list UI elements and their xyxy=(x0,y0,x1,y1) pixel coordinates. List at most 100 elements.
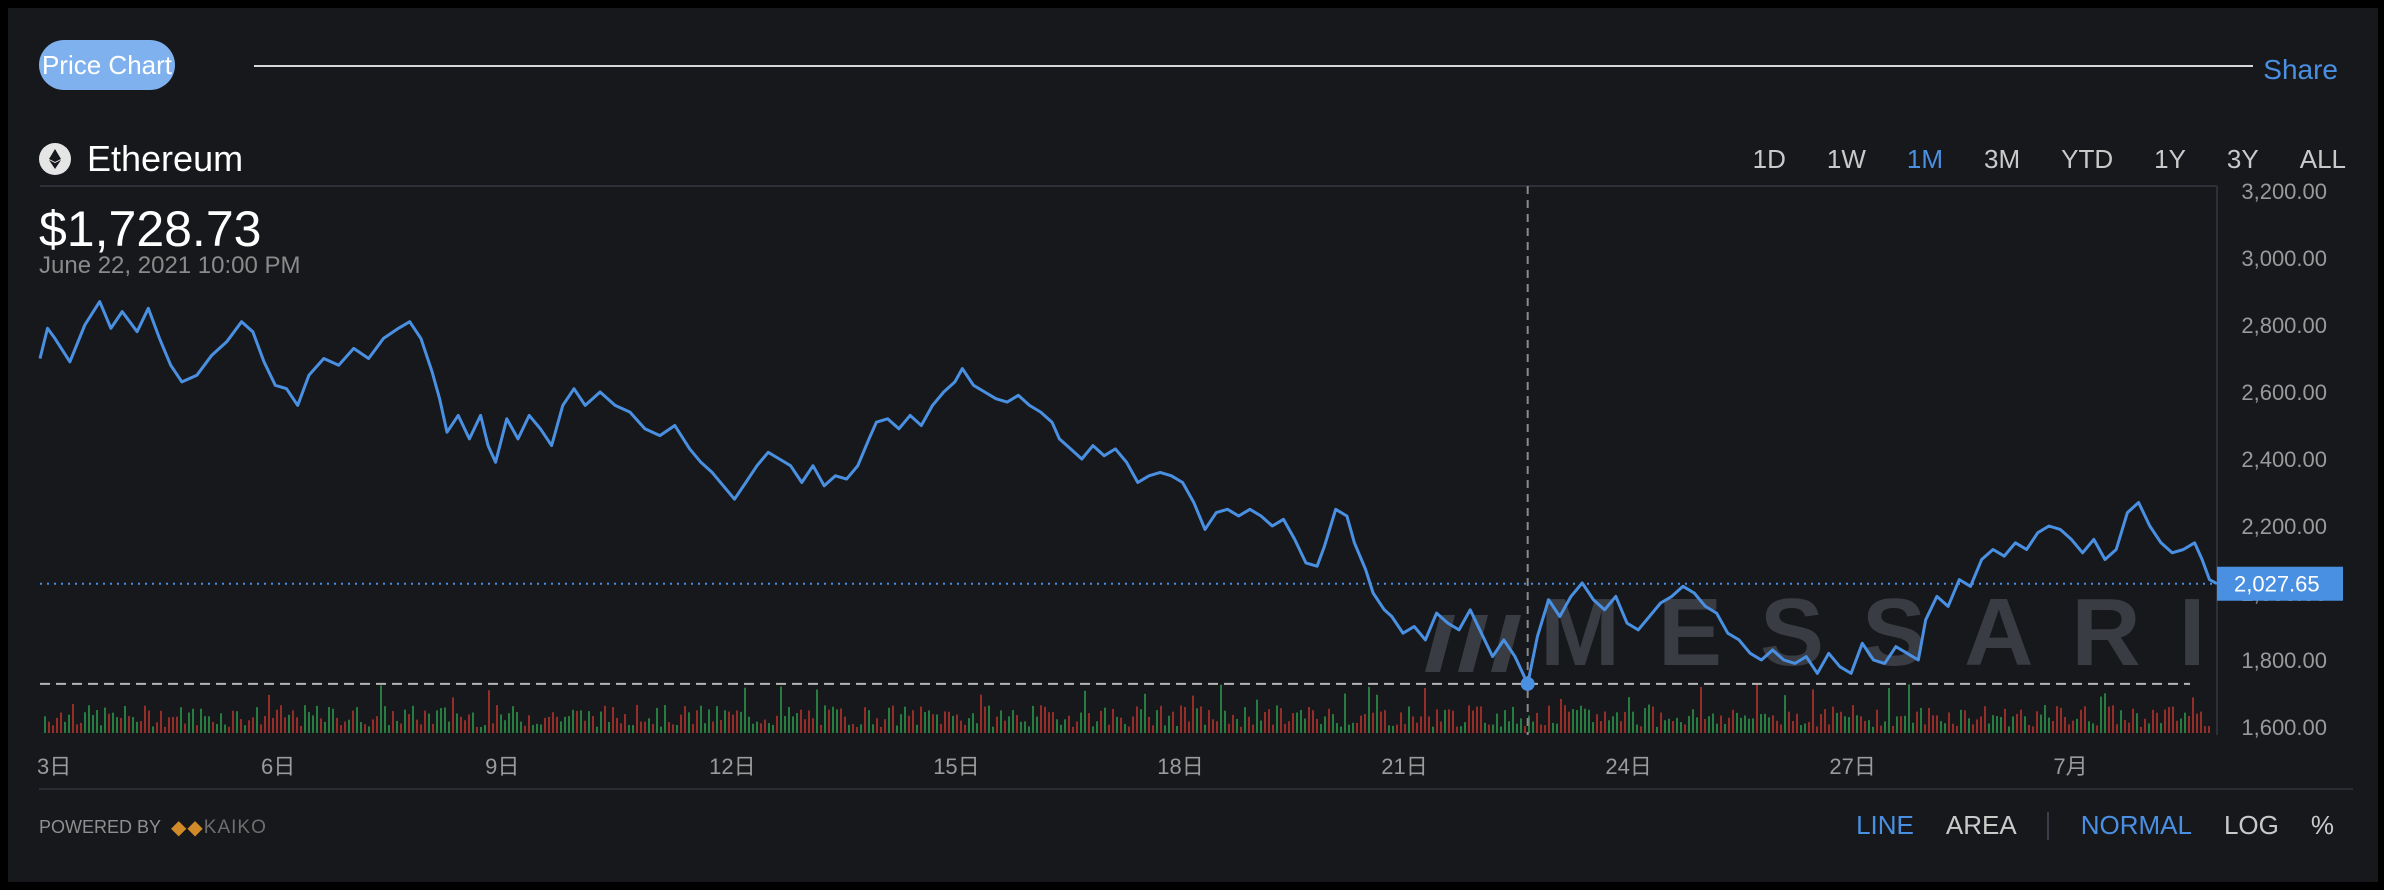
volume-bar xyxy=(300,725,302,733)
volume-bar xyxy=(1516,723,1518,733)
scale-log[interactable]: LOG xyxy=(2223,810,2279,840)
volume-bar xyxy=(2080,709,2082,733)
range-ytd[interactable]: YTD xyxy=(2061,144,2114,174)
range-3m[interactable]: 3M xyxy=(1983,144,2021,174)
volume-bar xyxy=(756,721,758,733)
chart-type-line[interactable]: LINE xyxy=(1856,810,1914,840)
volume-bar xyxy=(668,722,670,733)
chart-card: Price Chart Share Ethereum 1D 1W 1M 3M YTD 1Y… xyxy=(8,8,2378,882)
volume-bar xyxy=(104,707,106,733)
price-chart-tab[interactable]: Price Chart xyxy=(39,40,175,90)
volume-bar xyxy=(1232,714,1234,733)
volume-bar xyxy=(1900,716,1902,733)
range-1y[interactable]: 1Y xyxy=(2154,144,2186,174)
volume-bar xyxy=(1540,724,1542,733)
volume-bar xyxy=(1440,721,1442,733)
volume-bar xyxy=(576,710,578,733)
volume-bar xyxy=(1320,724,1322,733)
volume-bar xyxy=(1628,697,1630,733)
volume-bar xyxy=(1004,720,1006,733)
volume-bar xyxy=(1904,715,1906,733)
volume-bar xyxy=(924,712,926,733)
range-3y[interactable]: 3Y xyxy=(2226,144,2259,174)
volume-bar xyxy=(1724,723,1726,733)
volume-bar xyxy=(1664,720,1666,733)
volume-bar xyxy=(1180,705,1182,733)
volume-bar xyxy=(688,712,690,733)
volume-bar xyxy=(816,689,818,733)
volume-bar xyxy=(1816,726,1818,733)
volume-bar xyxy=(1044,706,1046,733)
volume-bar xyxy=(592,716,594,733)
volume-bar xyxy=(204,716,206,733)
volume-bar xyxy=(1812,689,1814,733)
volume-bar xyxy=(1328,708,1330,733)
volume-bar xyxy=(1508,721,1510,733)
volume-bar xyxy=(652,724,654,733)
x-tick-label: 9日 xyxy=(485,754,519,779)
volume-bar xyxy=(1148,716,1150,733)
volume-bar xyxy=(1684,724,1686,733)
volume-bar xyxy=(1008,716,1010,733)
volume-bar xyxy=(2016,713,2018,733)
volume-bar xyxy=(784,715,786,733)
chart-type-area[interactable]: AREA xyxy=(1945,810,2017,840)
volume-bar xyxy=(340,725,342,733)
volume-bar xyxy=(2044,705,2046,733)
range-1d[interactable]: 1D xyxy=(1752,144,1786,174)
volume-bar xyxy=(324,721,326,733)
range-1m[interactable]: 1M xyxy=(1906,144,1943,174)
volume-bar xyxy=(596,726,598,733)
volume-bar xyxy=(68,714,70,733)
volume-bar xyxy=(1984,706,1986,733)
share-button[interactable]: Share xyxy=(2263,54,2338,85)
volume-bar xyxy=(680,714,682,733)
volume-bar xyxy=(1408,706,1410,733)
volume-bar xyxy=(1068,715,1070,733)
volume-bar xyxy=(360,722,362,733)
volume-bar xyxy=(92,714,94,733)
volume-bar xyxy=(144,705,146,733)
volume-bar xyxy=(1096,721,1098,733)
volume-bar xyxy=(484,725,486,733)
range-all[interactable]: ALL xyxy=(2299,144,2346,174)
volume-bar xyxy=(368,726,370,733)
volume-bar xyxy=(940,723,942,733)
volume-bar xyxy=(388,725,390,733)
scale-percent[interactable]: % xyxy=(2310,810,2334,840)
range-1w[interactable]: 1W xyxy=(1826,144,1866,174)
volume-bar xyxy=(1748,718,1750,733)
volume-bar xyxy=(1544,725,1546,733)
volume-bar xyxy=(1484,722,1486,733)
messari-logo-icon xyxy=(1425,615,1455,672)
x-tick-label: 24日 xyxy=(1605,754,1651,779)
x-tick-label: 18日 xyxy=(1157,754,1203,779)
volume-bar xyxy=(240,719,242,733)
x-tick-label: 6日 xyxy=(261,754,295,779)
volume-bar xyxy=(1572,709,1574,733)
volume-bar xyxy=(1948,712,1950,733)
volume-bar xyxy=(1412,716,1414,733)
volume-bar xyxy=(1972,724,1974,733)
x-tick-label: 12日 xyxy=(709,754,755,779)
volume-bar xyxy=(100,725,102,733)
volume-bar xyxy=(412,705,414,733)
volume-bar xyxy=(1168,715,1170,733)
volume-bar xyxy=(2192,697,2194,733)
volume-bar xyxy=(1272,724,1274,733)
volume-bar xyxy=(1536,712,1538,733)
volume-bar xyxy=(136,721,138,733)
volume-bar xyxy=(1780,724,1782,733)
volume-bar xyxy=(212,721,214,733)
volume-bar xyxy=(764,719,766,733)
volume-bar xyxy=(1712,713,1714,733)
volume-bar xyxy=(1624,711,1626,733)
volume-bar xyxy=(928,710,930,733)
volume-bar xyxy=(376,716,378,733)
volume-bar xyxy=(788,706,790,733)
volume-bar xyxy=(1700,686,1702,733)
volume-bar xyxy=(780,686,782,733)
scale-normal[interactable]: NORMAL xyxy=(2080,810,2192,840)
volume-bar xyxy=(1204,724,1206,733)
y-tick-label: 1,600.00 xyxy=(2241,715,2327,740)
